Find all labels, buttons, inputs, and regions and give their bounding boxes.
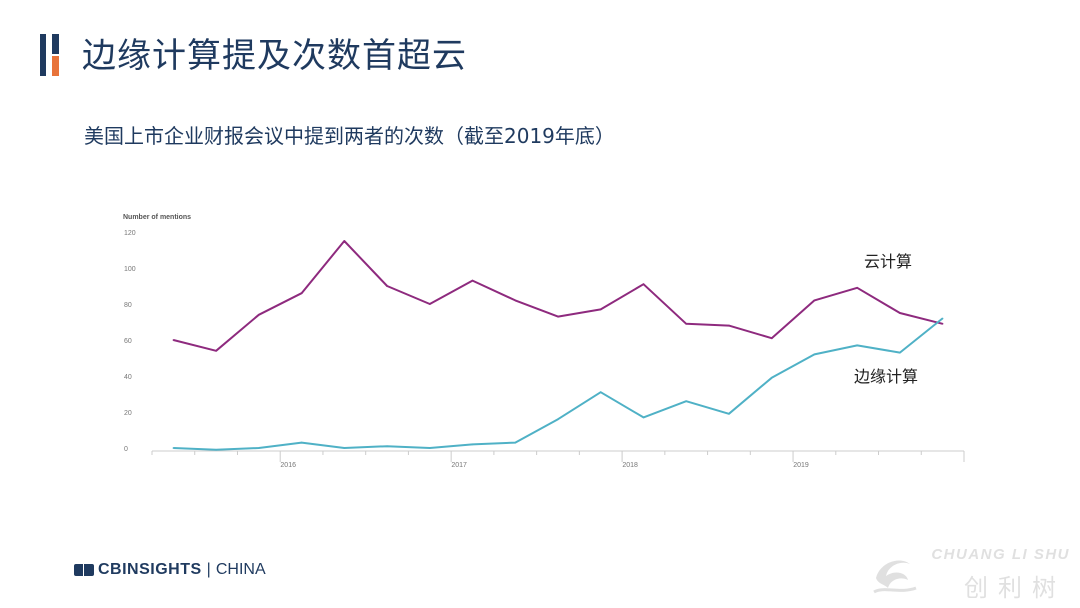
data-point-cloud bbox=[428, 303, 431, 305]
data-point-cloud bbox=[642, 283, 645, 286]
data-point-cloud bbox=[557, 315, 559, 318]
data-point-edge bbox=[386, 445, 388, 448]
page-title: 边缘计算提及次数首超云 bbox=[82, 36, 467, 76]
series-line-edge bbox=[173, 317, 944, 451]
data-point-cloud bbox=[599, 308, 602, 311]
data-point-cloud bbox=[770, 337, 773, 340]
y-tick-label: 40 bbox=[124, 374, 132, 381]
y-tick-label: 100 bbox=[124, 266, 136, 273]
data-point-edge bbox=[599, 391, 602, 394]
y-axis-title: Number of mentions bbox=[123, 214, 191, 221]
data-point-cloud bbox=[899, 312, 901, 314]
data-point-cloud bbox=[300, 292, 303, 295]
data-point-edge bbox=[300, 441, 303, 444]
data-point-edge bbox=[172, 447, 175, 449]
data-point-edge bbox=[428, 447, 431, 449]
data-point-edge bbox=[471, 443, 474, 446]
brand-separator: | bbox=[206, 561, 211, 578]
y-tick-label: 60 bbox=[124, 338, 132, 345]
data-point-cloud bbox=[343, 240, 346, 242]
x-tick-label: 2016 bbox=[280, 462, 296, 469]
data-point-edge bbox=[514, 441, 517, 444]
watermark: CHUANG LI SHU 创利树 bbox=[870, 544, 1070, 602]
x-tick-label: 2019 bbox=[793, 462, 809, 469]
data-point-edge bbox=[728, 413, 730, 415]
series-line-cloud bbox=[173, 240, 943, 352]
data-point-edge bbox=[899, 351, 901, 354]
data-point-edge bbox=[941, 317, 944, 320]
data-point-cloud bbox=[728, 324, 730, 327]
x-tick-label: 2017 bbox=[451, 462, 467, 469]
data-point-edge bbox=[642, 416, 645, 419]
data-point-cloud bbox=[172, 339, 175, 341]
watermark-text-en: CHUANG LI SHU bbox=[931, 546, 1070, 563]
series-label-edge: 边缘计算 bbox=[854, 367, 918, 386]
data-point-cloud bbox=[941, 323, 944, 325]
data-point-edge bbox=[813, 353, 816, 356]
y-tick-label: 80 bbox=[124, 302, 132, 309]
data-point-cloud bbox=[386, 285, 388, 287]
data-point-cloud bbox=[514, 299, 517, 302]
y-tick-label: 0 bbox=[124, 446, 128, 453]
data-point-cloud bbox=[813, 299, 816, 302]
data-point-cloud bbox=[258, 314, 260, 316]
cbinsights-mark-icon bbox=[74, 564, 94, 576]
data-point-edge bbox=[215, 449, 217, 451]
data-point-cloud bbox=[471, 279, 474, 282]
x-tick-label: 2018 bbox=[622, 462, 638, 469]
data-point-cloud bbox=[685, 323, 688, 325]
wave-swirl-icon bbox=[873, 560, 917, 594]
cbinsights-logo: CBINSIGHTS | CHINA bbox=[74, 560, 266, 580]
data-point-cloud bbox=[856, 287, 858, 289]
series-label-cloud: 云计算 bbox=[864, 252, 912, 271]
chart-subtitle: 美国上市企业财报会议中提到两者的次数（截至2019年底） bbox=[84, 124, 615, 148]
data-point-edge bbox=[770, 377, 773, 379]
watermark-text-cn: 创利树 bbox=[964, 574, 1066, 602]
data-point-edge bbox=[856, 344, 858, 347]
y-tick-label: 20 bbox=[124, 410, 132, 417]
data-point-cloud bbox=[215, 350, 217, 352]
data-point-edge bbox=[343, 447, 346, 449]
brand-name: CBINSIGHTS bbox=[98, 561, 202, 578]
brand-region: CHINA bbox=[215, 561, 266, 578]
y-tick-label: 120 bbox=[124, 230, 136, 237]
title-accent-bar bbox=[40, 34, 62, 76]
data-point-edge bbox=[557, 418, 559, 421]
data-point-edge bbox=[685, 400, 688, 403]
data-point-edge bbox=[258, 447, 260, 449]
